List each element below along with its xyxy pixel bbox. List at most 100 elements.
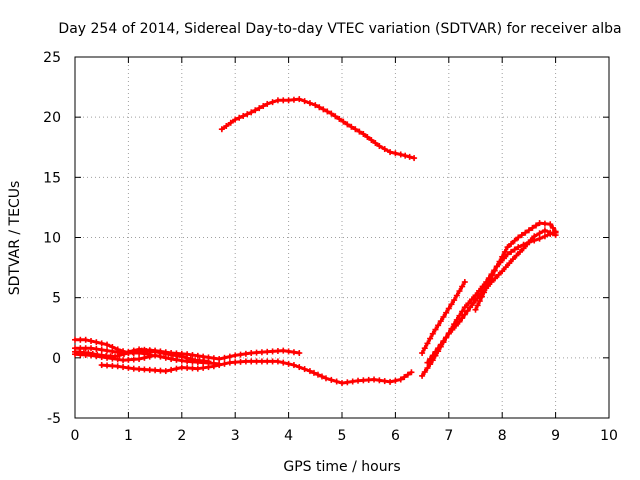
data-point <box>365 376 372 383</box>
data-point <box>452 322 459 329</box>
data-point <box>406 153 413 160</box>
data-point <box>348 123 355 130</box>
data-point <box>285 97 292 104</box>
data-point <box>187 356 194 363</box>
data-point <box>129 349 136 356</box>
data-point <box>104 347 111 354</box>
data-point <box>336 115 343 122</box>
data-point <box>88 337 95 344</box>
y-tick-label: 0 <box>52 351 61 367</box>
x-tick-label: 10 <box>600 428 618 444</box>
data-point <box>481 289 488 296</box>
data-point <box>227 119 234 126</box>
data-point <box>456 288 463 295</box>
data-point <box>223 122 230 129</box>
data-point <box>552 228 559 235</box>
data-point <box>479 283 486 290</box>
x-tick-label: 0 <box>71 428 80 444</box>
data-point <box>218 126 225 133</box>
data-point <box>178 364 185 371</box>
grid <box>75 57 609 418</box>
data-point <box>429 352 436 359</box>
data-point <box>443 334 450 341</box>
data-point <box>499 253 506 260</box>
data-point <box>520 245 527 252</box>
data-point <box>456 318 463 325</box>
data-point <box>290 96 297 103</box>
data-point <box>440 337 447 344</box>
data-point <box>474 302 481 309</box>
data-point <box>301 98 308 105</box>
data-point <box>527 237 534 244</box>
x-tick-label: 8 <box>498 428 507 444</box>
data-point <box>449 326 456 333</box>
data-point <box>344 379 351 386</box>
data-point <box>125 356 132 363</box>
data-point <box>114 349 121 356</box>
data-point <box>173 356 180 363</box>
x-tick-label: 7 <box>444 428 453 444</box>
data-point <box>98 362 105 369</box>
data-point <box>465 300 472 307</box>
y-tick-label: 20 <box>43 110 61 126</box>
data-point <box>274 97 281 104</box>
data-point <box>472 292 479 299</box>
data-point <box>511 237 518 244</box>
data-point <box>205 364 212 371</box>
data-point <box>533 222 540 229</box>
data-point <box>162 368 169 375</box>
data-point <box>152 367 159 374</box>
x-tick-label: 4 <box>284 428 293 444</box>
data-point <box>253 358 260 365</box>
data-point <box>253 349 260 356</box>
data-point <box>258 358 265 365</box>
data-point <box>372 140 379 147</box>
data-point <box>368 137 375 144</box>
data-point <box>459 315 466 322</box>
data-point <box>524 241 531 248</box>
data-point <box>280 97 287 104</box>
data-point <box>509 256 516 263</box>
data-point <box>324 108 331 115</box>
data-point <box>432 326 439 333</box>
data-point <box>547 229 554 236</box>
data-point <box>515 244 522 251</box>
data-point <box>200 364 207 371</box>
data-point <box>427 356 434 363</box>
data-point <box>437 341 444 348</box>
data-point <box>364 134 371 141</box>
data-point <box>157 353 164 360</box>
data-point <box>94 351 101 358</box>
data-point <box>508 240 515 247</box>
x-tick-label: 2 <box>177 428 186 444</box>
data-point <box>216 362 223 369</box>
data-point <box>169 352 176 359</box>
data-point <box>237 358 244 365</box>
data-point <box>173 365 180 372</box>
data-point <box>248 350 255 357</box>
data-point <box>472 306 479 313</box>
data-point <box>141 354 148 361</box>
data-point <box>242 350 249 357</box>
data-point <box>448 301 455 308</box>
data-point <box>451 297 458 304</box>
series-line-arc-7 <box>420 231 558 378</box>
data-point <box>184 351 191 358</box>
data-point <box>429 330 436 337</box>
data-point <box>112 353 119 360</box>
data-point <box>371 376 378 383</box>
data-point <box>339 380 345 387</box>
data-point <box>189 365 196 372</box>
data-point <box>221 360 228 367</box>
x-tick-label: 5 <box>338 428 347 444</box>
data-point <box>352 126 359 133</box>
data-point <box>440 313 447 320</box>
chart-title: Day 254 of 2014, Sidereal Day-to-day VTE… <box>58 21 621 37</box>
data-point <box>134 348 141 355</box>
data-point <box>200 353 207 360</box>
data-point <box>424 340 431 347</box>
data-point <box>244 111 251 118</box>
data-point <box>427 335 434 342</box>
data-point <box>495 271 502 278</box>
y-tick-label: 5 <box>52 291 61 307</box>
